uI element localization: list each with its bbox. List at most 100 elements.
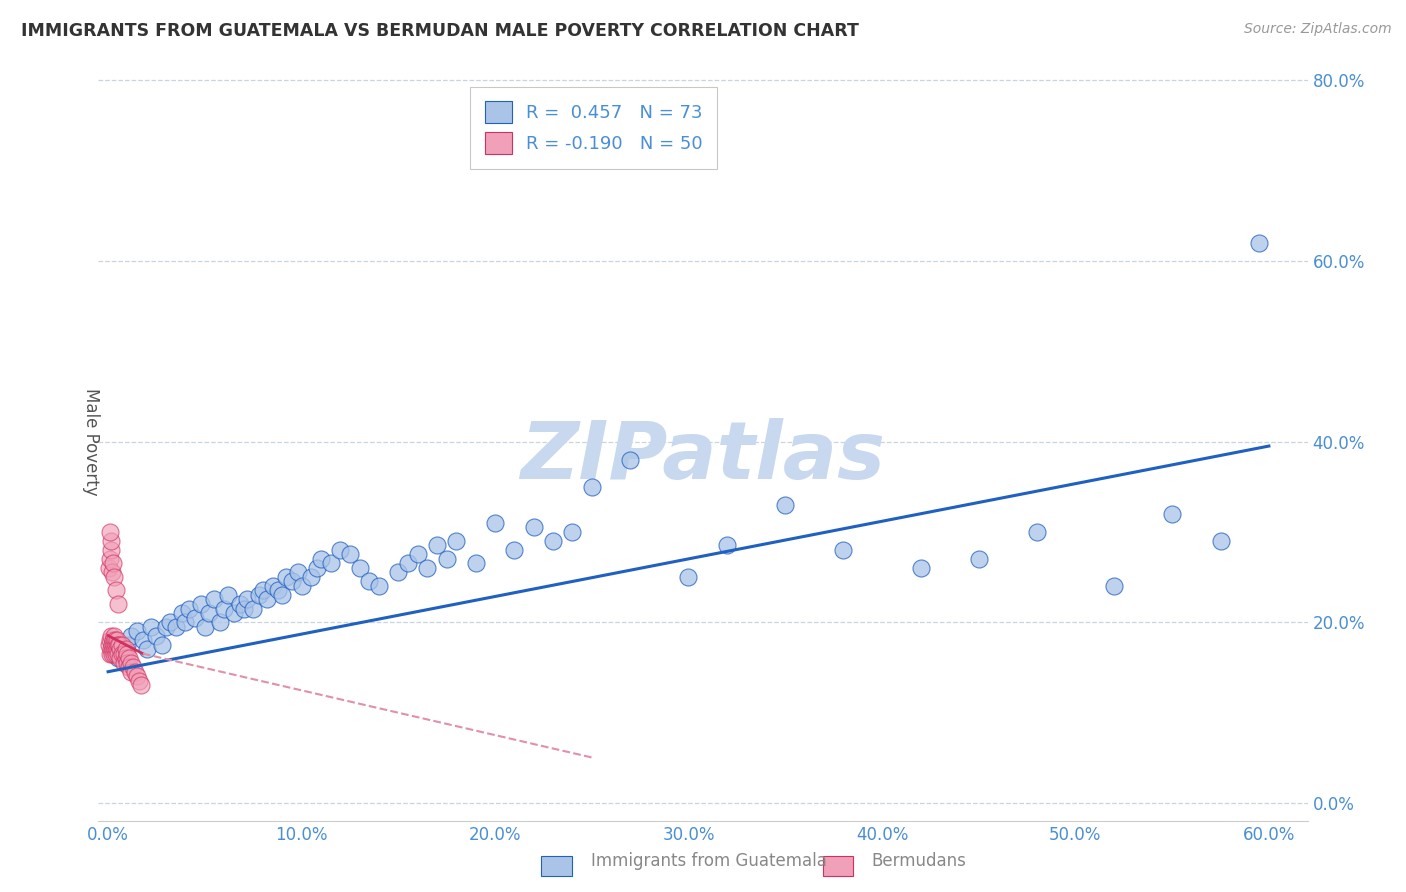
Point <box>108 642 131 657</box>
Point <box>503 542 526 557</box>
Point <box>155 619 177 633</box>
Point <box>256 592 278 607</box>
Point <box>204 592 226 607</box>
Point <box>262 579 284 593</box>
Point <box>105 642 128 657</box>
Point <box>212 601 235 615</box>
Point <box>190 597 212 611</box>
Point <box>101 566 124 580</box>
Point <box>118 651 141 665</box>
Point <box>100 642 122 657</box>
Point <box>98 647 121 661</box>
Point <box>104 642 127 657</box>
Point <box>104 647 127 661</box>
Point <box>1161 507 1184 521</box>
Point <box>159 615 181 629</box>
Point <box>290 579 312 593</box>
Point <box>103 570 125 584</box>
Point <box>98 638 121 652</box>
Point <box>174 615 197 629</box>
Point <box>124 665 146 679</box>
Point <box>129 678 152 692</box>
Point <box>561 524 583 539</box>
Point <box>150 638 173 652</box>
Point <box>117 656 139 670</box>
Point <box>236 592 259 607</box>
Point <box>299 570 322 584</box>
Point <box>170 606 193 620</box>
Point <box>319 557 342 571</box>
Point <box>619 452 641 467</box>
Point <box>165 619 187 633</box>
Point <box>359 574 381 589</box>
Point <box>108 651 131 665</box>
Point <box>128 673 150 688</box>
Point <box>135 642 157 657</box>
Point <box>105 633 128 648</box>
Point <box>716 538 738 552</box>
Point <box>101 642 124 657</box>
Point <box>107 651 129 665</box>
Point <box>329 542 352 557</box>
Point <box>232 601 254 615</box>
Point <box>678 570 700 584</box>
Point <box>541 533 564 548</box>
Point <box>1025 524 1047 539</box>
Point <box>132 633 155 648</box>
Point <box>910 561 932 575</box>
Point <box>117 638 139 652</box>
Point <box>252 583 274 598</box>
Point <box>127 624 149 639</box>
Point <box>139 619 162 633</box>
Point <box>406 547 429 561</box>
Point <box>179 601 201 615</box>
Point <box>426 538 449 552</box>
Point <box>274 570 297 584</box>
Point <box>114 651 136 665</box>
Legend: R =  0.457   N = 73, R = -0.190   N = 50: R = 0.457 N = 73, R = -0.190 N = 50 <box>470 87 717 169</box>
Point <box>120 629 142 643</box>
Point <box>1209 533 1232 548</box>
Point <box>967 552 990 566</box>
Point <box>118 660 141 674</box>
Point <box>484 516 506 530</box>
Point <box>112 647 135 661</box>
Point <box>305 561 328 575</box>
Point <box>107 638 129 652</box>
Point <box>101 633 124 648</box>
Point <box>436 552 458 566</box>
Point <box>396 557 419 571</box>
Text: ZIPatlas: ZIPatlas <box>520 417 886 496</box>
Point <box>832 542 855 557</box>
Point <box>100 629 122 643</box>
Point <box>287 566 309 580</box>
Text: Source: ZipAtlas.com: Source: ZipAtlas.com <box>1244 22 1392 37</box>
Point <box>349 561 371 575</box>
Point <box>103 647 125 661</box>
Point <box>104 583 127 598</box>
Point <box>107 638 129 652</box>
Point <box>114 642 136 657</box>
Point <box>247 588 270 602</box>
Point <box>242 601 264 615</box>
Point <box>281 574 304 589</box>
Point <box>100 542 122 557</box>
Point <box>98 524 121 539</box>
Point <box>98 552 121 566</box>
Point <box>184 610 207 624</box>
Point <box>117 647 139 661</box>
Point <box>222 606 245 620</box>
Point <box>101 557 124 571</box>
Text: Bermudans: Bermudans <box>872 852 966 870</box>
Point <box>145 629 167 643</box>
Point <box>416 561 439 575</box>
Text: IMMIGRANTS FROM GUATEMALA VS BERMUDAN MALE POVERTY CORRELATION CHART: IMMIGRANTS FROM GUATEMALA VS BERMUDAN MA… <box>21 22 859 40</box>
Point <box>368 579 391 593</box>
Point <box>98 633 121 648</box>
Point <box>103 629 125 643</box>
Point <box>98 561 121 575</box>
Point <box>194 619 217 633</box>
Point <box>120 656 142 670</box>
Point <box>309 552 332 566</box>
Point <box>1249 235 1271 250</box>
